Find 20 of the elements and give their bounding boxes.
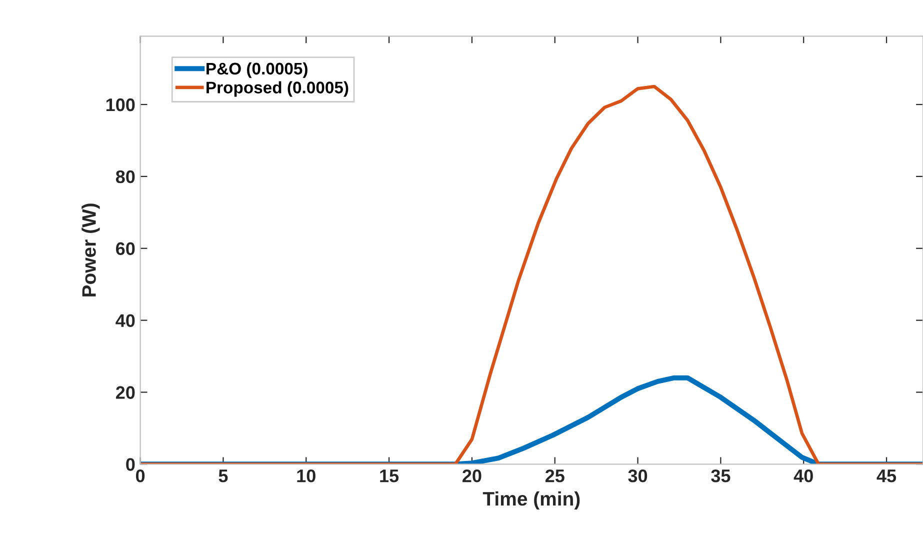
y-tick-label: 40: [116, 314, 135, 328]
x-tick-label: 0: [136, 469, 145, 482]
x-tick-label: 30: [628, 469, 648, 482]
x-tick-label: 5: [218, 470, 228, 482]
x-tick-label: 15: [380, 470, 399, 482]
y-axis-title: Power (W): [82, 204, 100, 296]
y-tick-label: 0: [126, 458, 135, 471]
x-tick-label: 20: [462, 469, 482, 482]
x-tick-label: 10: [297, 469, 316, 482]
legend-label: Proposed (0.0005): [206, 81, 348, 97]
x-axis-title: Time (min): [482, 491, 580, 510]
x-tick-label: 45: [876, 470, 896, 482]
x-tick-label: 40: [794, 469, 813, 482]
y-tick-label: 80: [116, 170, 135, 184]
y-tick-label: 20: [116, 386, 135, 399]
y-tick-label: 100: [106, 98, 135, 112]
x-tick-label: 35: [711, 469, 730, 482]
legend-label: P&O (0.0005): [206, 62, 308, 78]
x-tick-label: 25: [545, 469, 564, 482]
y-tick-label: 60: [116, 242, 135, 256]
